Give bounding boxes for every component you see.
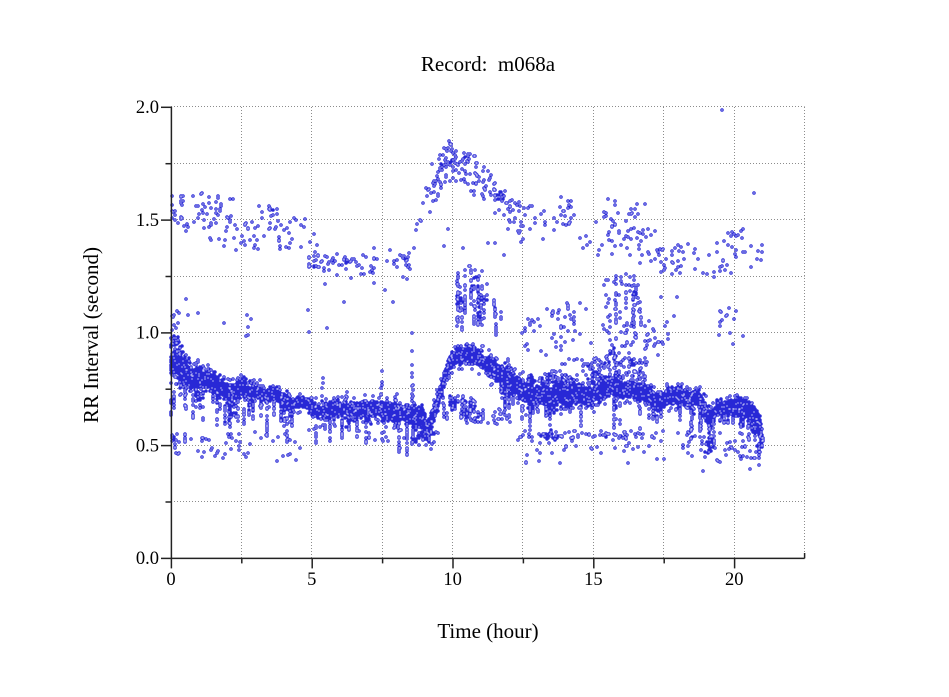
svg-text:5: 5 <box>307 570 316 590</box>
svg-text:0.0: 0.0 <box>136 549 159 569</box>
svg-text:10: 10 <box>443 570 462 590</box>
svg-text:0.5: 0.5 <box>136 436 159 456</box>
svg-text:Time (hour): Time (hour) <box>437 619 538 643</box>
svg-text:0: 0 <box>166 570 175 590</box>
svg-text:RR Interval (second): RR Interval (second) <box>79 247 103 423</box>
svg-text:Record: m068a: Record: m068a <box>421 52 556 76</box>
svg-text:1.5: 1.5 <box>136 211 159 231</box>
svg-text:2.0: 2.0 <box>136 98 159 118</box>
svg-text:20: 20 <box>725 570 744 590</box>
svg-text:1.0: 1.0 <box>136 324 159 344</box>
svg-text:15: 15 <box>584 570 603 590</box>
